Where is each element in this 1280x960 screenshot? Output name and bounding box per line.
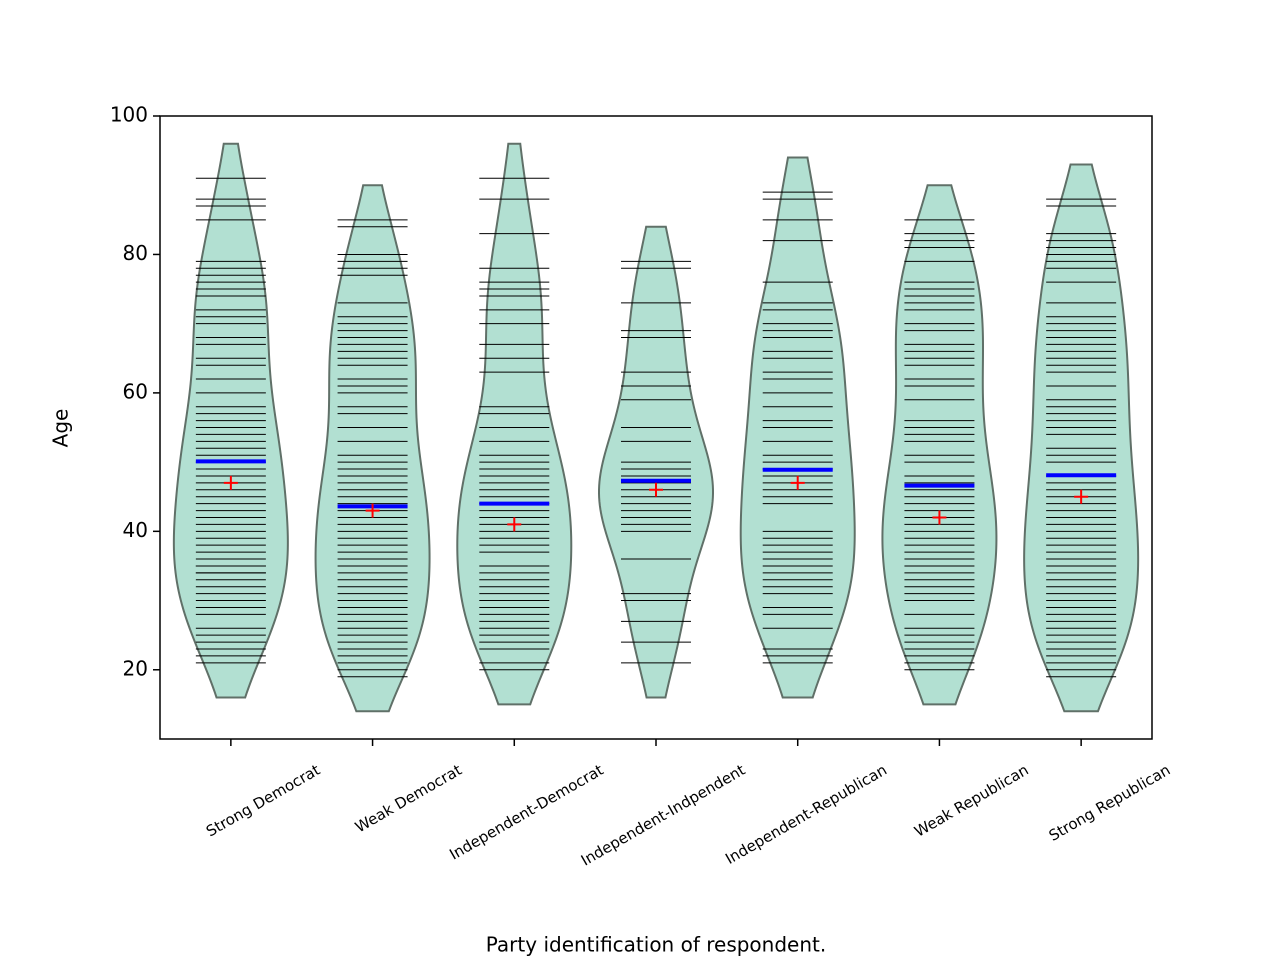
- x-tick-label: Weak Republican: [911, 761, 1031, 841]
- median-marker: [223, 475, 238, 490]
- y-axis-label: Age: [49, 409, 73, 448]
- y-tick-label: 40: [123, 518, 148, 542]
- x-tick-label: Strong Democrat: [203, 761, 323, 841]
- median-marker: [1074, 489, 1089, 504]
- median-marker: [932, 510, 947, 525]
- x-tick-label: Strong Republican: [1046, 761, 1174, 845]
- violin: [881, 184, 998, 706]
- x-tick-label: Weak Democrat: [352, 761, 465, 837]
- median-marker: [649, 482, 663, 497]
- median-marker: [507, 517, 522, 532]
- y-tick-label: 80: [123, 241, 148, 265]
- y-tick-label: 20: [123, 656, 148, 680]
- violin: [456, 142, 573, 706]
- y-tick-label: 60: [123, 379, 148, 403]
- plot-frame: [159, 115, 1153, 740]
- x-tick-label: Independent-Democrat: [446, 761, 606, 864]
- median-marker: [365, 503, 380, 518]
- violin: [314, 184, 431, 713]
- median-marker: [790, 475, 805, 490]
- y-tick-label: 100: [110, 103, 148, 127]
- violin: [1023, 163, 1140, 713]
- x-axis-label: Party identification of respondent.: [486, 933, 826, 957]
